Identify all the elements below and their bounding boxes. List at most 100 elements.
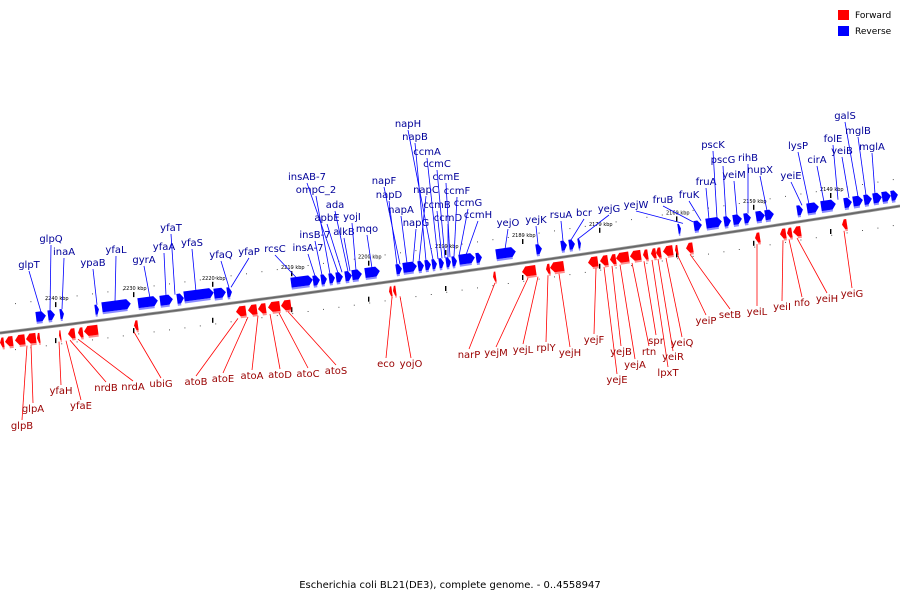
minor-tick — [892, 179, 894, 181]
reverse-leader-line — [315, 195, 331, 274]
forward-gene-label: yeiL — [747, 307, 768, 318]
reverse-leader-line — [465, 220, 479, 256]
reverse-gene-label: napH — [395, 119, 421, 130]
reverse-gene-label: gyrA — [132, 255, 155, 266]
reverse-gene-arrow — [796, 205, 803, 218]
major-tick — [445, 250, 447, 255]
forward-gene-label: eco — [377, 359, 395, 370]
reverse-leader-line — [92, 268, 98, 305]
reverse-gene-label: napA — [388, 205, 414, 216]
minor-tick — [846, 232, 848, 234]
reverse-gene-label: rcsC — [264, 244, 286, 255]
reverse-gene-label: glpQ — [39, 234, 62, 245]
major-tick — [599, 227, 601, 233]
minor-tick — [600, 269, 602, 271]
reverse-gene-arrow — [852, 195, 863, 209]
minor-tick — [76, 295, 78, 297]
minor-tick — [492, 285, 494, 287]
minor-tick — [30, 301, 32, 303]
forward-leader-line — [522, 276, 539, 345]
forward-leader-line — [593, 268, 597, 335]
reverse-leader-line — [662, 205, 694, 223]
reverse-gene-label: apbE — [314, 213, 339, 224]
reverse-gene-arrow — [451, 256, 457, 269]
major-tick — [445, 286, 447, 291]
forward-gene-arrow — [588, 256, 599, 270]
reverse-gene-label: ccmA — [413, 147, 441, 158]
reverse-gene-arrow — [743, 213, 751, 226]
reverse-leader-line — [445, 182, 451, 258]
tick-label: 2200 kbp — [358, 255, 382, 261]
reverse-gene-label: yeiE — [780, 171, 801, 182]
minor-tick — [554, 276, 555, 278]
minor-tick — [107, 337, 109, 339]
reverse-gene-label: yeiB — [831, 146, 853, 157]
minor-tick — [723, 251, 725, 253]
forward-gene-arrow — [686, 242, 694, 255]
forward-leader-line — [643, 261, 657, 336]
reverse-leader-line — [832, 144, 839, 200]
forward-gene-arrow — [610, 253, 617, 267]
forward-gene-arrow — [643, 249, 649, 262]
forward-leader-line — [619, 264, 636, 360]
forward-leader-line — [631, 262, 650, 347]
minor-tick — [384, 254, 386, 256]
forward-leader-line — [222, 316, 249, 374]
legend-reverse-label: Reverse — [855, 27, 892, 37]
reverse-gene-arrow — [723, 216, 731, 229]
tick-label: 2180 kbp — [512, 233, 536, 239]
minor-tick — [430, 248, 432, 249]
forward-leader-line — [611, 265, 622, 347]
forward-gene-arrow — [248, 304, 258, 317]
minor-tick — [415, 296, 417, 298]
minor-tick — [877, 181, 879, 183]
minor-tick — [538, 278, 540, 280]
forward-gene-arrow — [616, 251, 630, 265]
reverse-gene-label: mqo — [356, 224, 378, 235]
forward-gene-label: rtn — [642, 347, 656, 358]
reverse-gene-arrow — [320, 274, 327, 287]
forward-gene-label: yejH — [559, 348, 581, 359]
reverse-gene-arrow — [47, 310, 55, 323]
reverse-gene-label: ccmG — [454, 198, 483, 209]
reverse-gene-label: fruB — [653, 195, 674, 206]
reverse-gene-label: lysP — [788, 141, 808, 152]
minor-tick — [461, 289, 463, 291]
minor-tick — [92, 293, 93, 295]
reverse-gene-arrow — [881, 191, 891, 205]
minor-tick — [877, 227, 879, 229]
forward-gene-label: rplY — [536, 343, 556, 354]
forward-gene-label: yeiI — [773, 302, 791, 313]
minor-tick — [199, 325, 201, 327]
reverse-gene-label: insB-7 — [299, 230, 330, 241]
forward-gene-arrow — [134, 320, 139, 333]
tick-label: 2170 kbp — [589, 222, 613, 228]
map-caption: Escherichia coli BL21(DE3), complete gen… — [299, 580, 601, 591]
reverse-gene-arrow — [820, 199, 836, 214]
reverse-gene-arrow — [424, 259, 431, 273]
reverse-leader-line — [535, 225, 539, 245]
minor-tick — [862, 230, 863, 231]
reverse-gene-label: ccmE — [432, 172, 459, 183]
reverse-leader-line — [570, 218, 585, 241]
reverse-leader-line — [326, 223, 343, 273]
minor-tick — [692, 209, 694, 211]
reverse-leader-line — [436, 210, 443, 259]
reverse-gene-arrow — [560, 240, 567, 253]
reverse-leader-line — [436, 169, 446, 258]
minor-tick — [184, 281, 186, 283]
minor-tick — [122, 289, 124, 291]
forward-leader-line — [689, 254, 731, 310]
minor-tick — [246, 273, 247, 275]
minor-tick — [769, 244, 771, 246]
reverse-leader-line — [712, 150, 718, 219]
forward-leader-line — [287, 311, 337, 366]
reverse-gene-arrow — [290, 275, 313, 290]
reverse-gene-label: yojI — [343, 212, 361, 223]
forward-leader-line — [665, 257, 683, 338]
reverse-leader-line — [759, 175, 768, 211]
forward-gene-arrow — [550, 260, 565, 275]
major-tick — [212, 281, 214, 287]
